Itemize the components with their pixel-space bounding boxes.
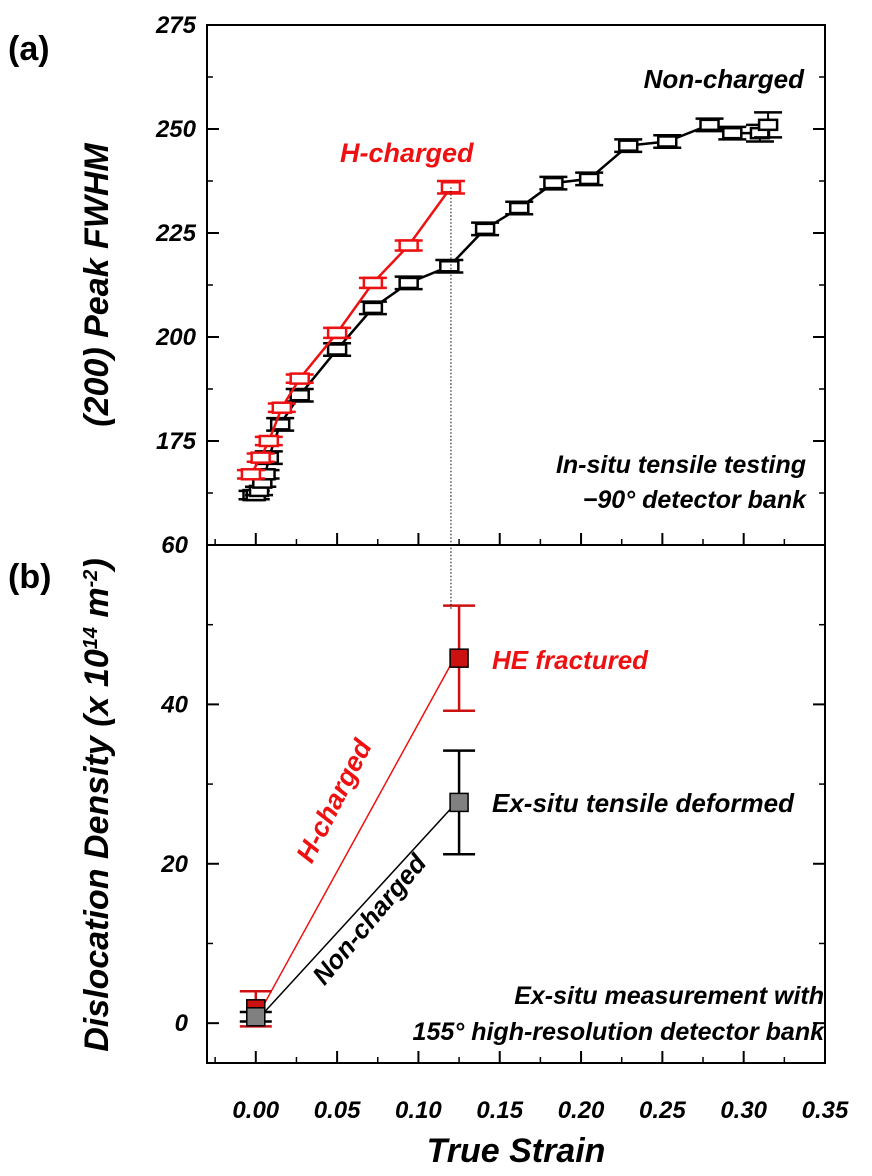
non-charged-data-point	[509, 201, 530, 215]
non-charged-data-point	[246, 1007, 266, 1027]
y-tick-label: 225	[155, 220, 197, 247]
non-charged-data-point	[449, 792, 469, 813]
point-label-he-fractured: HE fractured	[492, 645, 649, 675]
non-charged-data-point	[757, 118, 779, 132]
x-tick-label: 0.25	[639, 1097, 686, 1124]
y-axis-title: Dislocation Density (x 1014 m-2)	[78, 558, 116, 1052]
x-tick-label: 0.10	[395, 1097, 442, 1124]
h-charged-data-point	[250, 451, 271, 464]
x-tick-label: 0.00	[232, 1097, 279, 1124]
annotation-line-2: 155° high-resolution detector bank	[413, 1018, 826, 1046]
non-charged-data-point	[474, 222, 496, 236]
h-charged-data-point	[271, 401, 293, 414]
y-tick-label: 200	[155, 324, 197, 351]
annotation-line-2: −90° detector bank	[583, 486, 807, 514]
series-label-non-charged: Non-charged	[644, 64, 805, 94]
series-label-h-charged: H-charged	[290, 734, 378, 867]
h-charged-data-point	[362, 276, 384, 290]
non-charged-data-point	[656, 135, 678, 148]
non-charged-series-line	[252, 123, 769, 497]
y-tick-label: 60	[161, 532, 188, 559]
x-tick-label: 0.20	[558, 1097, 605, 1124]
non-charged-data-point	[699, 118, 720, 132]
series-label-non-charged: Non-charged	[306, 847, 433, 990]
panel-label-a: (a)	[8, 30, 50, 68]
annotation-line-1: In-situ tensile testing	[556, 451, 806, 479]
non-charged-data-point	[439, 260, 460, 273]
x-tick-label: 0.05	[314, 1097, 361, 1124]
non-charged-data-point	[362, 301, 384, 315]
non-charged-data-point	[289, 388, 310, 402]
x-tick-label: 0.15	[476, 1097, 523, 1124]
panel-label-b: (b)	[8, 558, 51, 596]
non-charged-data-point	[398, 276, 419, 290]
y-tick-label: 250	[155, 116, 197, 143]
annotation-line-1: Ex-situ measurement with	[514, 982, 824, 1010]
series-label-h-charged: H-charged	[340, 138, 474, 168]
non-charged-data-point	[269, 418, 291, 431]
panel-b-frame	[206, 544, 826, 1064]
y-tick-label: 0	[175, 1010, 189, 1037]
h-charged-data-point	[449, 648, 469, 668]
h-charged-data-point	[398, 239, 419, 252]
x-tick-label: 0.35	[802, 1097, 849, 1124]
non-charged-data-point	[617, 139, 639, 152]
non-charged-data-point	[543, 176, 564, 190]
x-tick-label: 0.30	[720, 1097, 767, 1124]
y-tick-label: 20	[160, 851, 188, 878]
h-charged-data-point	[258, 434, 280, 448]
non-charged-data-point	[722, 126, 743, 140]
x-axis-title: True Strain	[427, 1132, 606, 1170]
panel-b-dislocation-density: 0.00 0.05 0.10 0.15 0.20 0.25 0.30 0.35 True Str…	[78, 532, 849, 1170]
panel-a-in-situ-fwhm: 175 200 225 250 275 (200) Peak FWHM Non-charge…	[78, 12, 826, 546]
h-charged-data-point	[240, 468, 262, 481]
non-charged-connector-line	[263, 807, 452, 1014]
h-charged-data-point	[289, 372, 310, 385]
y-tick-label: 175	[156, 428, 197, 455]
h-charged-data-point	[326, 326, 348, 340]
point-label-ex-situ-tensile-deformed: Ex-situ tensile deformed	[492, 788, 795, 818]
y-tick-label: 275	[155, 12, 197, 39]
non-charged-data-point	[578, 172, 600, 186]
non-charged-data-point	[326, 343, 348, 356]
shared-elements: (a) (b)	[8, 30, 452, 609]
h-charged-connector-line	[263, 663, 452, 1006]
y-axis-title: (200) Peak FWHM	[78, 143, 116, 427]
y-tick-label: 40	[160, 691, 188, 718]
